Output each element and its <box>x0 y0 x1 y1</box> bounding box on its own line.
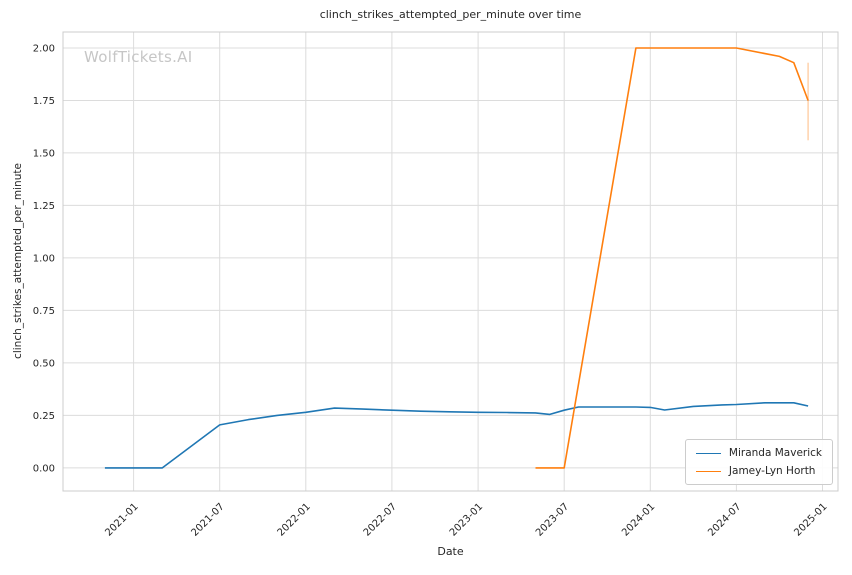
y-tick-label: 1.25 <box>33 201 55 212</box>
watermark: WolfTickets.AI <box>84 48 193 66</box>
plot-border <box>62 31 839 492</box>
series-line-0 <box>104 401 809 469</box>
x-tick-label: 2025-01 <box>792 501 829 538</box>
x-axis-label: Date <box>437 545 464 558</box>
y-tick-label: 1.75 <box>33 96 55 107</box>
y-tick-label: 2.00 <box>33 44 55 55</box>
y-tick-label: 0.50 <box>33 358 55 369</box>
legend: Miranda Maverick Jamey-Lyn Horth <box>684 439 833 485</box>
y-axis-label: clinch_strikes_attempted_per_minute <box>12 163 24 359</box>
legend-item-miranda: Miranda Maverick <box>695 447 822 459</box>
y-tick-label: 0.00 <box>33 463 55 474</box>
y-tick-label: 0.25 <box>33 411 55 422</box>
legend-line-miranda <box>695 452 721 454</box>
x-tick-label: 2023-07 <box>534 501 571 538</box>
x-tick-label: 2024-01 <box>620 501 657 538</box>
x-tick-label: 2021-01 <box>103 501 140 538</box>
y-tick-label: 1.50 <box>33 148 55 159</box>
legend-label-miranda: Miranda Maverick <box>728 447 822 459</box>
x-tick-label: 2021-07 <box>189 501 226 538</box>
legend-label-jamey: Jamey-Lyn Horth <box>728 465 816 477</box>
legend-line-jamey <box>695 470 721 472</box>
plot-background <box>63 32 838 491</box>
chart-title: clinch_strikes_attempted_per_minute over… <box>319 8 582 21</box>
y-tick-label: 1.00 <box>33 253 55 264</box>
legend-item-jamey: Jamey-Lyn Horth <box>695 465 822 477</box>
x-tick-label: 2022-01 <box>276 501 313 538</box>
x-tick-label: 2022-07 <box>362 501 399 538</box>
series-line-1 <box>535 47 809 469</box>
x-tick-label: 2024-07 <box>706 501 743 538</box>
x-tick-label: 2023-01 <box>448 501 485 538</box>
y-tick-label: 0.75 <box>33 306 55 317</box>
